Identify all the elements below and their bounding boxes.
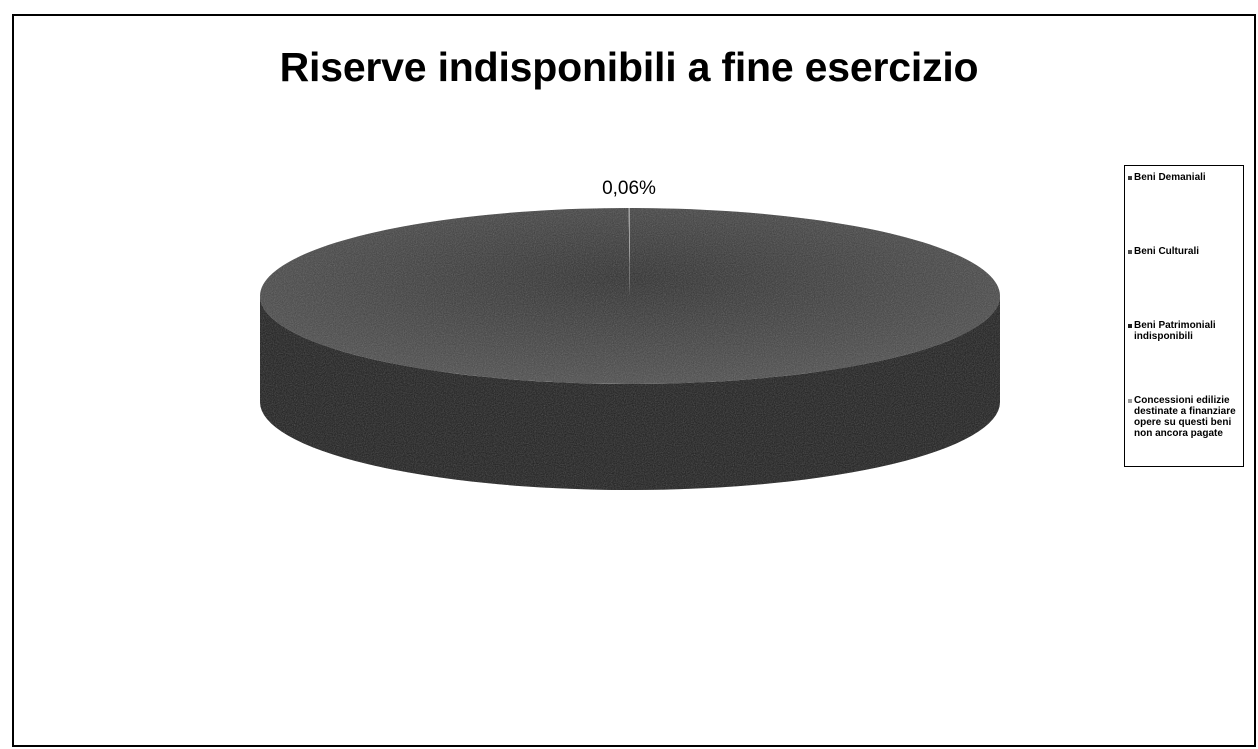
legend-label: Beni Culturali — [1134, 246, 1200, 257]
legend-label: Beni Demaniali — [1134, 172, 1206, 183]
legend-label: Concessioni edilizie destinate a finanzi… — [1134, 395, 1236, 439]
pie-top-texture — [260, 208, 1000, 384]
legend-swatch — [1128, 176, 1132, 180]
data-label-slice-4: 0,06% — [602, 178, 656, 199]
legend-swatch — [1128, 250, 1132, 254]
legend-swatch — [1128, 399, 1132, 403]
legend-item-beni-demaniali: Beni Demaniali — [1128, 172, 1242, 183]
legend-label: Beni Patrimoniali indisponibili — [1134, 320, 1216, 342]
pie-side-texture — [260, 296, 1000, 490]
legend-swatch — [1128, 324, 1132, 328]
legend-item-beni-culturali: Beni Culturali — [1128, 246, 1242, 257]
chart-title: Riserve indisponibili a fine esercizio — [279, 44, 979, 90]
legend-item-beni-patrimoniali: Beni Patrimoniali indisponibili — [1128, 320, 1242, 342]
legend-item-concessioni-edilizie: Concessioni edilizie destinate a finanzi… — [1128, 395, 1242, 439]
chart-legend: Beni Demaniali Beni Culturali Beni Patri… — [1124, 165, 1244, 467]
